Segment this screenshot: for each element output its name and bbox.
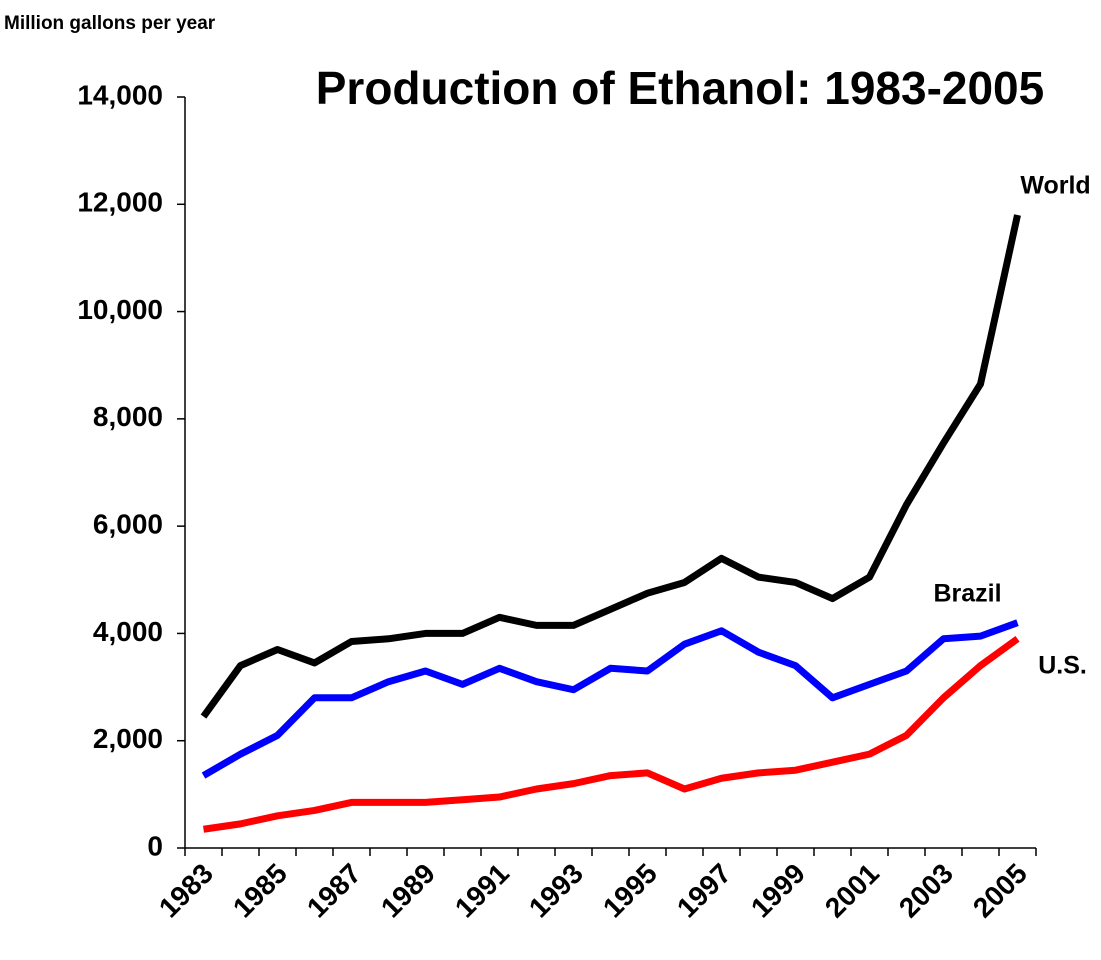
y-tick-label: 2,000 — [93, 723, 163, 754]
x-tick-label: 1999 — [745, 858, 811, 924]
y-tick-label: 6,000 — [93, 509, 163, 540]
x-tick-label: 1987 — [301, 858, 367, 924]
x-tick-label: 1993 — [523, 858, 589, 924]
series-line — [201, 619, 1019, 779]
y-axis-label: Million gallons per year — [4, 13, 216, 34]
x-tick-label: 1995 — [597, 858, 663, 924]
y-tick-label: 0 — [147, 830, 163, 861]
x-tick-label: 1997 — [671, 858, 737, 924]
x-tick-label: 1989 — [375, 858, 441, 924]
x-tick-label: 1985 — [227, 858, 293, 924]
y-tick-label: 10,000 — [77, 294, 163, 325]
x-tick-label: 1983 — [153, 858, 219, 924]
series-label: Brazil — [933, 579, 1001, 607]
series-line — [202, 635, 1020, 833]
series-label: U.S. — [1038, 651, 1087, 679]
y-tick-label: 12,000 — [77, 187, 163, 218]
x-tick-label: 2005 — [967, 858, 1033, 924]
chart-title: Production of Ethanol: 1983-2005 — [316, 62, 1044, 114]
x-tick-label: 2003 — [893, 858, 959, 924]
series-label: World — [1020, 172, 1090, 200]
x-tick-label: 2001 — [819, 858, 885, 924]
y-tick-label: 14,000 — [77, 79, 163, 110]
y-tick-label: 4,000 — [93, 616, 163, 647]
y-tick-label: 8,000 — [93, 401, 163, 432]
x-tick-label: 1991 — [449, 858, 515, 924]
series-line — [200, 214, 1021, 719]
